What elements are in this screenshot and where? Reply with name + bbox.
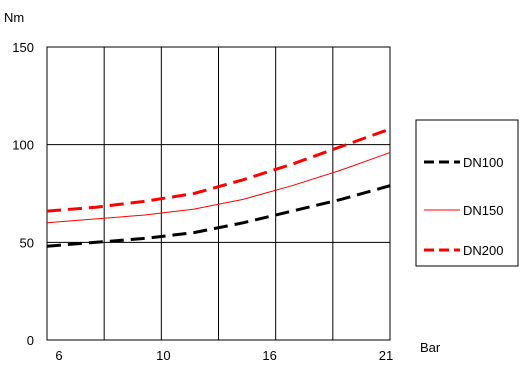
- x-tick-label: 16: [262, 348, 276, 363]
- legend-box: [415, 119, 519, 267]
- series-layer: [46, 127, 391, 248]
- legend: DN100 DN150 DN200: [415, 119, 519, 267]
- legend-label: DN200: [463, 243, 503, 258]
- plot-border: [46, 46, 391, 341]
- legend-label: DN100: [463, 155, 503, 170]
- x-axis-label: Bar: [420, 340, 441, 355]
- series-line-dn100: [46, 184, 391, 248]
- y-tick-label: 0: [27, 333, 34, 348]
- y-tick-label: 100: [12, 138, 34, 153]
- grid-lines: [46, 46, 391, 341]
- x-tick-label: 6: [55, 348, 62, 363]
- y-tick-label: 50: [20, 235, 34, 250]
- legend-label: DN150: [463, 203, 503, 218]
- y-tick-labels: 0 50 100 150: [12, 40, 34, 348]
- series-line-dn200: [46, 127, 391, 213]
- x-tick-labels: 6 10 16 21: [55, 348, 393, 363]
- y-axis-label: Nm: [4, 10, 24, 25]
- x-tick-label: 10: [156, 348, 170, 363]
- series-line-dn150: [46, 152, 391, 224]
- y-tick-label: 150: [12, 40, 34, 55]
- x-tick-label: 21: [379, 348, 393, 363]
